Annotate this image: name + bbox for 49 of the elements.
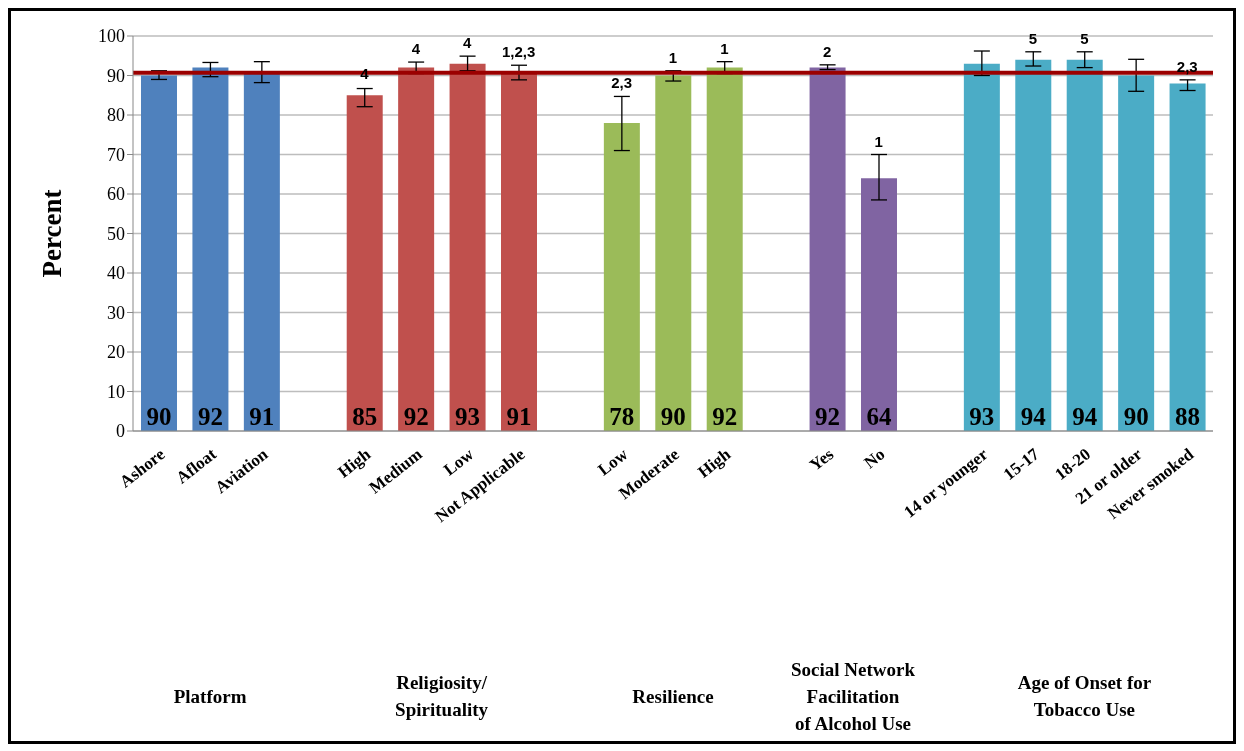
y-tick-label: 60 — [107, 184, 125, 205]
annotation: 4 — [360, 65, 370, 83]
data-label: 88 — [1175, 403, 1201, 430]
annotation: 1,2,3 — [502, 43, 536, 61]
y-tick-label: 50 — [107, 223, 125, 244]
annotation: 1 — [668, 48, 678, 66]
annotation: 1 — [720, 39, 729, 57]
data-label: 90 — [660, 403, 686, 430]
data-label: 94 — [1020, 403, 1047, 430]
annotation: 5 — [1028, 29, 1038, 47]
data-label: 92 — [403, 403, 429, 430]
annotation: 5 — [1080, 29, 1089, 47]
annotation: 2,3 — [611, 74, 632, 92]
data-label: 85 — [352, 403, 378, 430]
y-tick-label: 40 — [107, 263, 125, 284]
x-tick-label: No — [860, 444, 889, 473]
data-label: 94 — [1072, 403, 1098, 430]
y-tick-label: 20 — [107, 342, 125, 363]
y-tick-label: 90 — [107, 65, 125, 86]
data-label: 64 — [866, 403, 892, 430]
data-label: 91 — [506, 403, 532, 430]
y-tick-label: 30 — [107, 302, 125, 323]
text: Social Network Facilitation of Alcohol Use — [790, 657, 916, 736]
x-tick-label: High — [694, 444, 735, 482]
text: Age of Onset for Tobacco Use — [1016, 671, 1153, 722]
x-tick-label: Yes — [806, 444, 838, 475]
y-tick-label: 0 — [116, 421, 125, 442]
y-tick-label: 100 — [98, 26, 125, 47]
data-label: 92 — [815, 403, 841, 430]
data-label: 93 — [455, 403, 481, 430]
text: Religiosity/ Spirituality — [394, 671, 489, 722]
y-tick-label: 70 — [107, 144, 125, 165]
text: Platform — [172, 684, 248, 709]
annotation: 4 — [411, 39, 421, 57]
data-label: 92 — [197, 403, 223, 430]
annotation: 2,3 — [1176, 57, 1198, 75]
text: Resilience — [631, 684, 715, 709]
data-label: 90 — [1123, 403, 1149, 430]
data-label: 78 — [609, 403, 635, 430]
y-tick-label: 10 — [107, 381, 125, 402]
y-axis-title: Percent — [36, 189, 67, 278]
data-label: 92 — [712, 403, 738, 430]
annotation: 1 — [874, 132, 883, 150]
y-tick-label: 80 — [107, 105, 125, 126]
data-label: 93 — [969, 403, 995, 430]
annotation: 2 — [823, 42, 832, 60]
annotation: 4 — [463, 33, 473, 51]
data-label: 90 — [146, 403, 172, 430]
data-label: 91 — [249, 403, 275, 430]
